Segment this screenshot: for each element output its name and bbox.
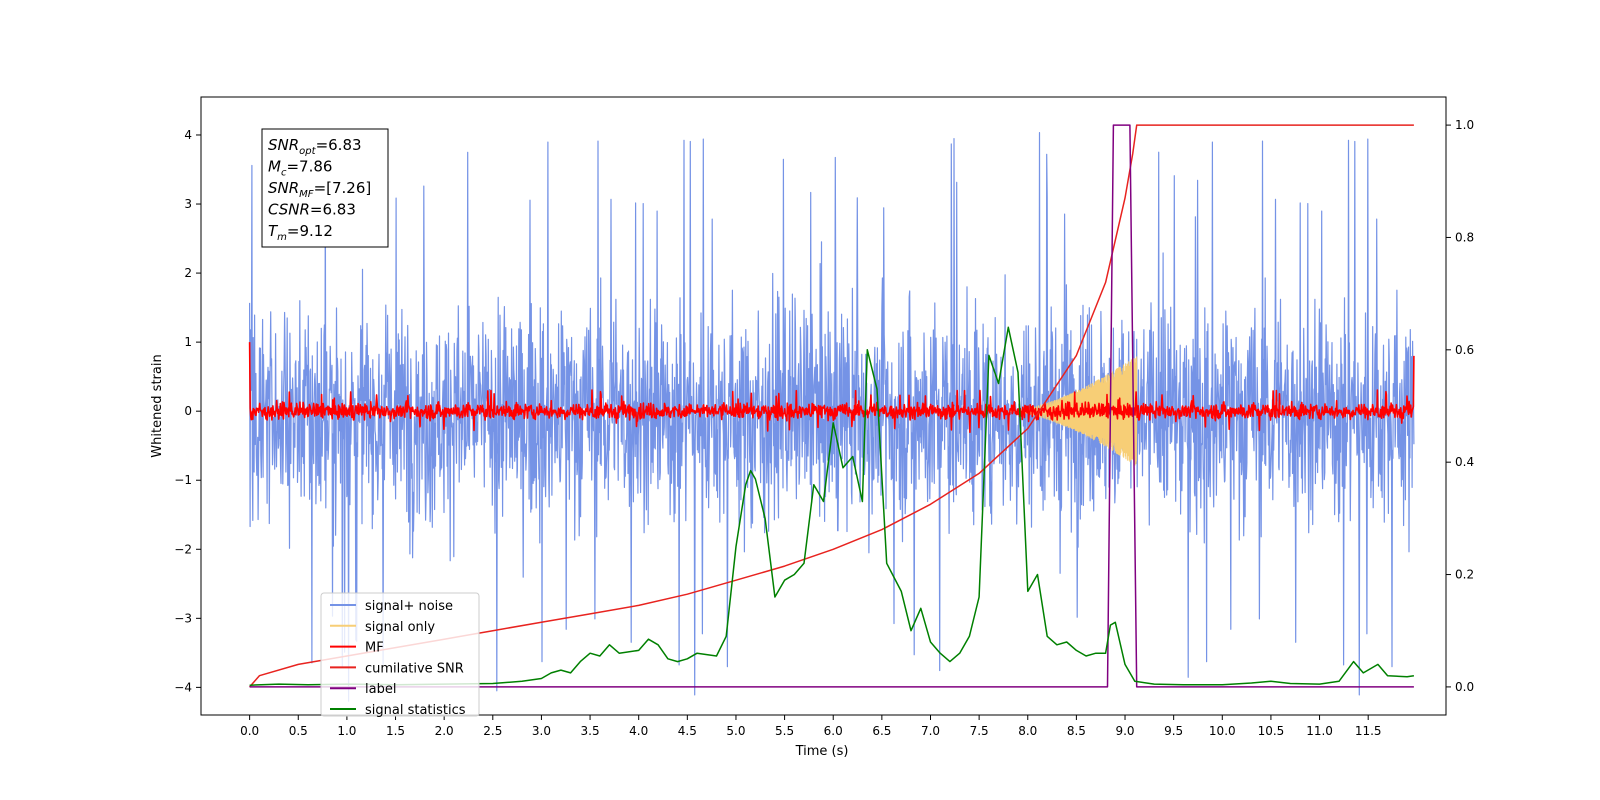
y-right-tick-label: 0.4	[1455, 455, 1474, 469]
x-tick-label: 7.5	[970, 724, 989, 738]
series-line-signal-noise	[249, 132, 1415, 702]
x-tick-label: 6.0	[824, 724, 843, 738]
axes-frame	[200, 96, 1447, 716]
x-tick-label: 1.5	[386, 724, 405, 738]
y-right-tick-label: 0.6	[1455, 343, 1474, 357]
info-symbol: T	[268, 222, 279, 240]
x-tick-label: 10.5	[1258, 724, 1285, 738]
y-left-tick-label: 3	[184, 197, 192, 211]
x-tick-label: 3.0	[532, 724, 551, 738]
info-value: =9.12	[287, 222, 333, 240]
info-value: =[7.26]	[314, 179, 372, 197]
legend-label: signal+ noise	[365, 599, 453, 614]
legend-label: cumilative SNR	[365, 661, 464, 676]
x-tick-label: 9.0	[1115, 724, 1134, 738]
info-value: =6.83	[316, 136, 362, 154]
info-line: SNRMF=[7.26]	[268, 179, 371, 200]
y-axis-left: 4 3 2 1 0 −1 −2 −3 −4	[174, 128, 201, 694]
info-line: Tm=9.12	[268, 222, 333, 243]
info-symbol: SNR	[268, 136, 299, 154]
legend-label: signal only	[365, 620, 435, 635]
info-value: =7.86	[286, 158, 332, 176]
legend: signal+ noise signal only MF cumilative SNR…	[320, 592, 480, 718]
x-tick-label: 6.5	[872, 724, 891, 738]
y-left-tick-label: 2	[184, 266, 192, 280]
legend-label: MF	[365, 641, 384, 656]
x-tick-label: 8.0	[1018, 724, 1037, 738]
x-axis: 0.0 0.5 1.0 1.5 2.0 2.5 3.0 3.5 4.0 4.5 5.0 5.5 6.0 6…	[240, 715, 1382, 738]
x-tick-label: 4.5	[678, 724, 697, 738]
info-subscript: MF	[299, 189, 314, 200]
x-tick-label: 5.0	[726, 724, 745, 738]
info-symbol: M	[268, 158, 281, 176]
series-line-label	[249, 124, 1414, 688]
x-tick-label: 3.5	[581, 724, 600, 738]
x-tick-label: 2.0	[435, 724, 454, 738]
x-tick-label: 0.5	[289, 724, 308, 738]
x-tick-label: 11.0	[1306, 724, 1333, 738]
y-right-tick-label: 0.8	[1455, 230, 1474, 244]
info-box: SNRopt=6.83Mc=7.86SNRMF=[7.26]CSNR=6.83T…	[261, 128, 389, 248]
info-box-frame	[261, 128, 389, 248]
info-subscript: opt	[299, 146, 316, 157]
y-right-tick-label: 1.0	[1455, 118, 1474, 132]
y-axis-right: 1.0 0.8 0.6 0.4 0.2 0.0	[1446, 118, 1474, 694]
legend-frame	[320, 592, 480, 717]
y-left-tick-label: −2	[174, 542, 192, 556]
x-tick-label: 5.5	[775, 724, 794, 738]
x-tick-label: 10.0	[1209, 724, 1236, 738]
y-left-tick-label: 0	[184, 404, 192, 418]
x-tick-label: 0.0	[240, 724, 259, 738]
info-symbol: SNR	[268, 179, 299, 197]
y-right-tick-label: 0.2	[1455, 568, 1474, 582]
info-line: Mc=7.86	[268, 158, 332, 179]
x-tick-label: 1.0	[337, 724, 356, 738]
y-left-tick-label: 4	[184, 128, 192, 142]
info-subscript: m	[277, 232, 287, 243]
y-axis-label: Whitened strain	[150, 354, 165, 457]
info-value: =6.83	[310, 201, 356, 219]
info-line: SNRopt=6.83	[268, 136, 362, 157]
y-left-tick-label: −3	[174, 611, 192, 625]
x-tick-label: 2.5	[483, 724, 502, 738]
info-subscript: c	[281, 168, 287, 179]
series-line-mf	[248, 342, 1415, 433]
legend-label: label	[365, 682, 396, 697]
x-tick-label: 11.5	[1355, 724, 1382, 738]
y-left-tick-label: −4	[174, 680, 192, 694]
x-tick-label: 4.0	[629, 724, 648, 738]
info-line: CSNR=6.83	[268, 201, 356, 219]
x-tick-label: 9.5	[1164, 724, 1183, 738]
legend-label: signal statistics	[365, 703, 466, 718]
info-symbol: CSNR	[268, 201, 310, 219]
x-tick-label: 7.0	[921, 724, 940, 738]
y-left-tick-label: −1	[174, 473, 192, 487]
series-line-signal-statistics	[249, 326, 1415, 686]
y-right-tick-label: 0.0	[1455, 680, 1474, 694]
x-tick-label: 8.5	[1067, 724, 1086, 738]
y-left-tick-label: 1	[184, 335, 192, 349]
x-axis-label: Time (s)	[795, 744, 849, 759]
